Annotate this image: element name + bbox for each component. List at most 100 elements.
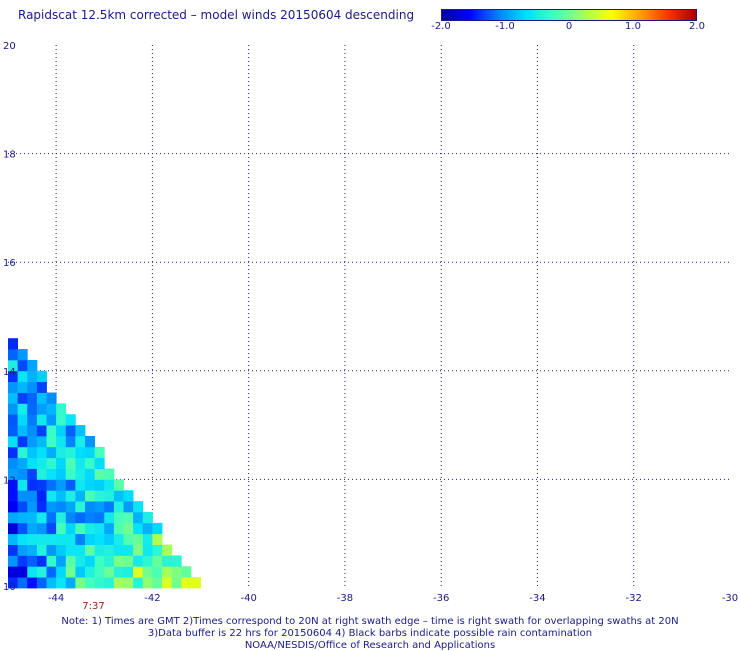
colorbar-segment <box>577 9 580 21</box>
x-tick-label: -44 <box>48 593 64 604</box>
colorbar-segment <box>583 9 586 21</box>
swath-cell <box>85 479 96 491</box>
swath-cell <box>8 403 19 415</box>
swath-cell <box>113 479 124 491</box>
colorbar-segment <box>557 9 560 21</box>
swath-cell <box>17 446 28 459</box>
colorbar-segment <box>525 9 528 21</box>
swath-cell <box>104 533 115 545</box>
colorbar-segment <box>509 9 512 21</box>
colorbar-segment <box>633 9 636 21</box>
swath-cell <box>27 501 38 513</box>
swath-cell <box>123 544 134 556</box>
swath-cell <box>17 392 28 404</box>
colorbar-segment <box>469 9 472 21</box>
colorbar-segment <box>467 9 470 21</box>
colorbar-segment <box>587 9 590 21</box>
colorbar-segment <box>517 9 520 21</box>
swath-cell <box>27 446 38 459</box>
swath-cell <box>17 414 28 426</box>
swath-cell <box>152 533 163 545</box>
colorbar-segment <box>443 9 446 21</box>
colorbar-segment <box>455 9 458 21</box>
swath-cell <box>36 501 47 513</box>
swath-cell <box>133 544 144 556</box>
colorbar-segment <box>683 9 686 21</box>
swath-cell <box>94 457 105 469</box>
swath-cell <box>8 490 19 502</box>
swath-cell <box>162 577 173 589</box>
colorbar-segment <box>649 9 652 21</box>
swath-cell <box>75 479 86 491</box>
swath-cell <box>46 501 57 513</box>
colorbar-segment <box>639 9 642 21</box>
colorbar-segment <box>661 9 664 21</box>
colorbar-segment <box>551 9 554 21</box>
swath-cell <box>27 533 38 545</box>
swath-cell <box>162 555 173 567</box>
swath-cell <box>75 457 86 469</box>
colorbar-tick-label: 1.0 <box>625 21 641 32</box>
swath-cell <box>56 479 67 491</box>
colorbar-segment <box>543 9 546 21</box>
colorbar-segment <box>655 9 658 21</box>
swath-cell <box>94 501 105 513</box>
swath-cell <box>65 425 76 437</box>
colorbar-segment <box>441 9 444 21</box>
swath-cell <box>56 501 67 513</box>
swath-cell <box>65 511 76 524</box>
swath-cell <box>36 522 47 535</box>
swath-cell <box>17 359 28 372</box>
swath-cell <box>152 577 163 589</box>
colorbar-segment <box>675 9 678 21</box>
swath-cell <box>133 566 144 578</box>
swath-cell <box>56 425 67 437</box>
y-tick-label: 12 <box>3 475 16 486</box>
swath-cell <box>94 533 105 545</box>
colorbar-segment <box>477 9 480 21</box>
colorbar-segment <box>449 9 452 21</box>
swath-cell <box>36 446 47 459</box>
colorbar-segment <box>463 9 466 21</box>
swath-cell <box>17 577 28 589</box>
x-tick-label: -34 <box>529 593 545 604</box>
swath-cell <box>17 490 28 502</box>
swath-cell <box>8 555 19 567</box>
colorbar-segment <box>491 9 494 21</box>
swath-cell <box>123 566 134 578</box>
swath-cell <box>56 522 67 535</box>
colorbar-segment <box>671 9 674 21</box>
swath-cell <box>46 511 57 524</box>
swath-cell <box>104 501 115 513</box>
colorbar-segment <box>445 9 448 21</box>
swath-cell <box>94 522 105 535</box>
colorbar-segment <box>475 9 478 21</box>
swath-cell <box>94 511 105 524</box>
colorbar-segment <box>605 9 608 21</box>
colorbar-segment <box>545 9 548 21</box>
swath-cell <box>113 577 124 589</box>
swath-cell <box>8 446 19 459</box>
swath-cell <box>94 468 105 480</box>
colorbar-segment <box>677 9 680 21</box>
swath-cell <box>17 479 28 491</box>
swath-cell <box>36 511 47 524</box>
swath-cell <box>75 533 86 545</box>
swath-cell <box>65 544 76 556</box>
colorbar-segment <box>657 9 660 21</box>
swath-cell <box>17 457 28 469</box>
swath-cell <box>36 479 47 491</box>
colorbar-segment <box>541 9 544 21</box>
swath-cell <box>46 446 57 459</box>
colorbar-segment <box>615 9 618 21</box>
swath-cell <box>75 425 86 437</box>
swath-cell <box>94 479 105 491</box>
swath-cell <box>27 435 38 448</box>
swath-cell <box>56 490 67 502</box>
colorbar-segment <box>571 9 574 21</box>
swath-cell <box>17 435 28 448</box>
swath-cell <box>46 490 57 502</box>
colorbar-segment <box>539 9 542 21</box>
swath-cell <box>85 533 96 545</box>
swath-cell <box>8 479 19 491</box>
